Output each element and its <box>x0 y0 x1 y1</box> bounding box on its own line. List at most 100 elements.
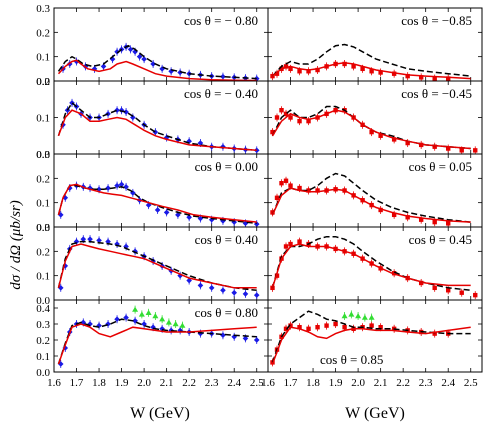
data-point <box>378 207 383 213</box>
data-point <box>283 326 289 331</box>
panel-label: cos θ = 0.85 <box>320 352 383 367</box>
data-point <box>306 118 311 124</box>
data-point <box>315 67 320 73</box>
data-point <box>418 217 424 222</box>
data-point <box>159 66 165 72</box>
panel-L3: 0.0 0.1 0.2 0.3 cos θ = 0.00 <box>36 149 269 234</box>
solid-red-curve <box>57 109 257 152</box>
data-point <box>315 325 320 330</box>
data-point <box>177 327 183 334</box>
data-point <box>283 111 289 117</box>
data-point <box>197 282 204 289</box>
data-point <box>123 243 129 250</box>
data-point <box>138 311 145 317</box>
panels: 0.0 0.1 0.2 0.3 cos θ = − 0.80 cos θ = −0.85 0… <box>36 3 483 389</box>
panel-L2: 0.0 0.1 0.2 cos θ = − 0.40 <box>36 76 269 161</box>
data-point <box>80 236 87 242</box>
x-tick-label: 2.5 <box>250 377 264 389</box>
panel-label: cos θ = −0.45 <box>401 86 472 101</box>
data-point <box>66 185 73 191</box>
data-point <box>446 288 451 293</box>
data-point <box>123 184 129 190</box>
y-tick-label: 0.2 <box>36 246 50 258</box>
x-axis-label-right: W (GeV) <box>345 405 405 422</box>
y-tick-label: 0.2 <box>36 335 50 347</box>
panel-label: cos θ = − 0.80 <box>184 13 258 28</box>
solid-red-curve <box>57 323 257 365</box>
data-point <box>405 215 410 220</box>
x-tick-label: 2.1 <box>160 377 174 389</box>
y-tick-label: 0.3 <box>36 3 50 15</box>
data-point <box>132 306 139 312</box>
data-point <box>242 291 249 297</box>
y-tick-label: 0.2 <box>36 27 50 39</box>
data-point <box>324 323 329 328</box>
x-tick-label: 1.8 <box>306 377 320 389</box>
data-point <box>369 129 374 135</box>
data-point <box>283 178 289 183</box>
plot-area <box>270 310 471 367</box>
panel-label: cos θ = 0.05 <box>409 159 472 174</box>
y-tick-label: 0.0 <box>36 295 50 307</box>
dashed-black-curve <box>57 318 257 365</box>
y-tick-label: 0.0 <box>36 367 50 379</box>
data-point <box>432 331 437 336</box>
y-tick-label: 0.2 <box>36 173 50 185</box>
data-point <box>432 76 437 81</box>
data-point <box>152 313 159 319</box>
data-point <box>186 214 192 221</box>
y-tick-label: 0.1 <box>36 52 50 64</box>
data-point <box>405 73 410 79</box>
x-tick-label: 1.7 <box>70 377 84 389</box>
x-tick-label: 1.9 <box>329 377 343 389</box>
data-point <box>288 66 293 72</box>
data-point <box>220 332 226 338</box>
y-tick-label: 0.0 <box>36 222 50 234</box>
data-point <box>105 185 111 191</box>
data-point <box>391 137 397 142</box>
data-point <box>306 188 311 193</box>
y-tick-label: 0.3 <box>36 319 50 331</box>
data-point <box>100 63 107 70</box>
data-point <box>114 107 120 113</box>
data-point <box>432 144 437 149</box>
data-point <box>418 75 424 80</box>
data-point <box>175 212 181 218</box>
dashed-black-curve <box>271 310 471 363</box>
solid-red-curve <box>57 183 257 223</box>
data-point <box>220 73 226 80</box>
dashed-black-curve <box>271 172 471 223</box>
x-tick-label: 2.0 <box>137 377 151 389</box>
data-point <box>279 108 284 113</box>
data-point <box>253 221 260 227</box>
data-point <box>391 212 397 218</box>
data-point <box>159 316 166 322</box>
plot-area <box>270 43 471 81</box>
solid-red-curve <box>271 326 471 365</box>
data-point <box>165 319 172 325</box>
solid-red-curve <box>271 187 471 223</box>
data-point <box>208 216 215 223</box>
x-tick-label: 2.3 <box>205 377 219 389</box>
plot-area <box>57 235 260 300</box>
data-point <box>145 202 152 208</box>
panel-label: cos θ = − 0.40 <box>184 86 258 101</box>
data-point <box>351 64 356 69</box>
dashed-black-curve <box>57 240 257 292</box>
data-point <box>355 313 362 319</box>
data-point <box>418 280 424 286</box>
data-point <box>253 147 260 154</box>
x-tick-label: 1.8 <box>92 377 106 389</box>
x-tick-label: 2.4 <box>441 377 455 389</box>
x-tick-label: 2.3 <box>419 377 433 389</box>
data-point <box>231 289 238 296</box>
data-point <box>87 236 93 242</box>
data-point <box>446 221 451 226</box>
data-point <box>145 309 152 315</box>
data-point <box>123 314 129 321</box>
data-point <box>446 76 451 81</box>
x-tick-label: 2.0 <box>351 377 365 389</box>
y-tick-label: 0.1 <box>36 271 50 283</box>
data-point <box>274 195 280 200</box>
plot-area <box>57 305 260 368</box>
